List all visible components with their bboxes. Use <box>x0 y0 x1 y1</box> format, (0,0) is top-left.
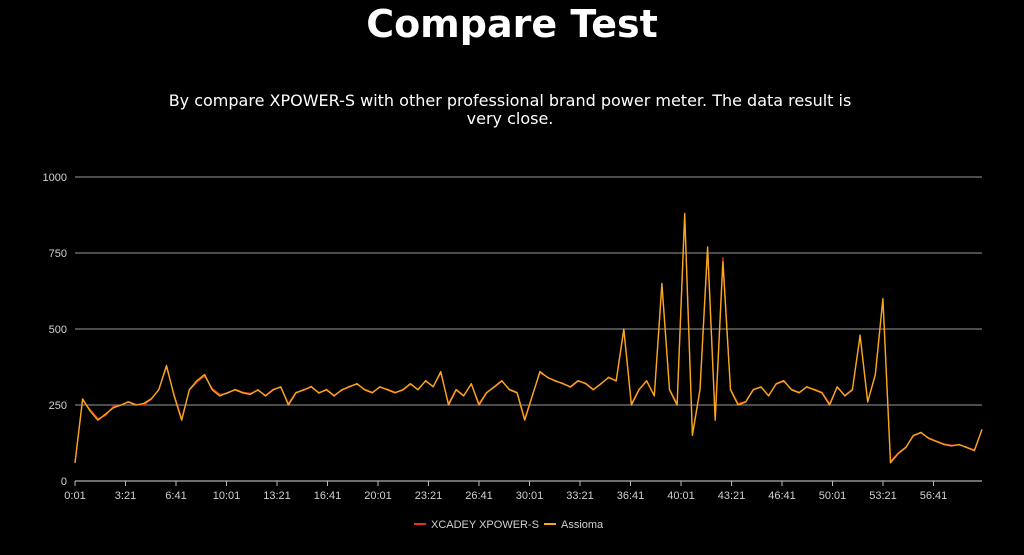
y-tick-label: 0 <box>61 476 67 488</box>
page-title: Compare Test <box>366 2 658 46</box>
y-tick-labels: 0 250 500 750 1000 <box>43 172 67 488</box>
series-lines <box>74 212 983 464</box>
x-tick-label: 13:21 <box>263 490 291 502</box>
y-tick-label: 750 <box>49 248 67 260</box>
x-tick-label: 23:21 <box>415 490 443 502</box>
y-tick-label: 1000 <box>43 172 67 184</box>
x-tick-label: 50:01 <box>819 490 847 502</box>
x-tick-label: 53:21 <box>869 490 897 502</box>
x-tick-label: 33:21 <box>566 490 594 502</box>
x-tick-label: 30:01 <box>516 490 544 502</box>
x-tick-label: 26:41 <box>465 490 493 502</box>
x-tick-label: 16:41 <box>314 490 342 502</box>
y-tick-label: 250 <box>49 400 67 412</box>
grid-lines <box>75 176 982 482</box>
legend-label-assioma: Assioma <box>561 519 604 531</box>
x-tick-label: 10:01 <box>213 490 241 502</box>
x-tick-label: 46:41 <box>768 490 796 502</box>
series-line-assioma <box>74 212 983 464</box>
x-tick-labels: 0:01 3:21 6:41 10:01 13:21 16:41 20:01 23:21 26:… <box>64 481 947 502</box>
legend-label-xpower: XCADEY XPOWER-S <box>431 519 539 531</box>
page-subtitle: By compare XPOWER-S with other professio… <box>168 91 852 128</box>
x-tick-label: 56:41 <box>920 490 948 502</box>
x-tick-label: 20:01 <box>364 490 392 502</box>
x-tick-label: 0:01 <box>64 490 85 502</box>
x-tick-label: 43:21 <box>718 490 746 502</box>
x-tick-label: 3:21 <box>115 490 136 502</box>
y-tick-label: 500 <box>49 324 67 336</box>
chart-legend: XCADEY XPOWER-S Assioma <box>414 519 604 531</box>
x-tick-label: 6:41 <box>165 490 186 502</box>
x-tick-label: 36:41 <box>617 490 645 502</box>
x-tick-label: 40:01 <box>667 490 695 502</box>
